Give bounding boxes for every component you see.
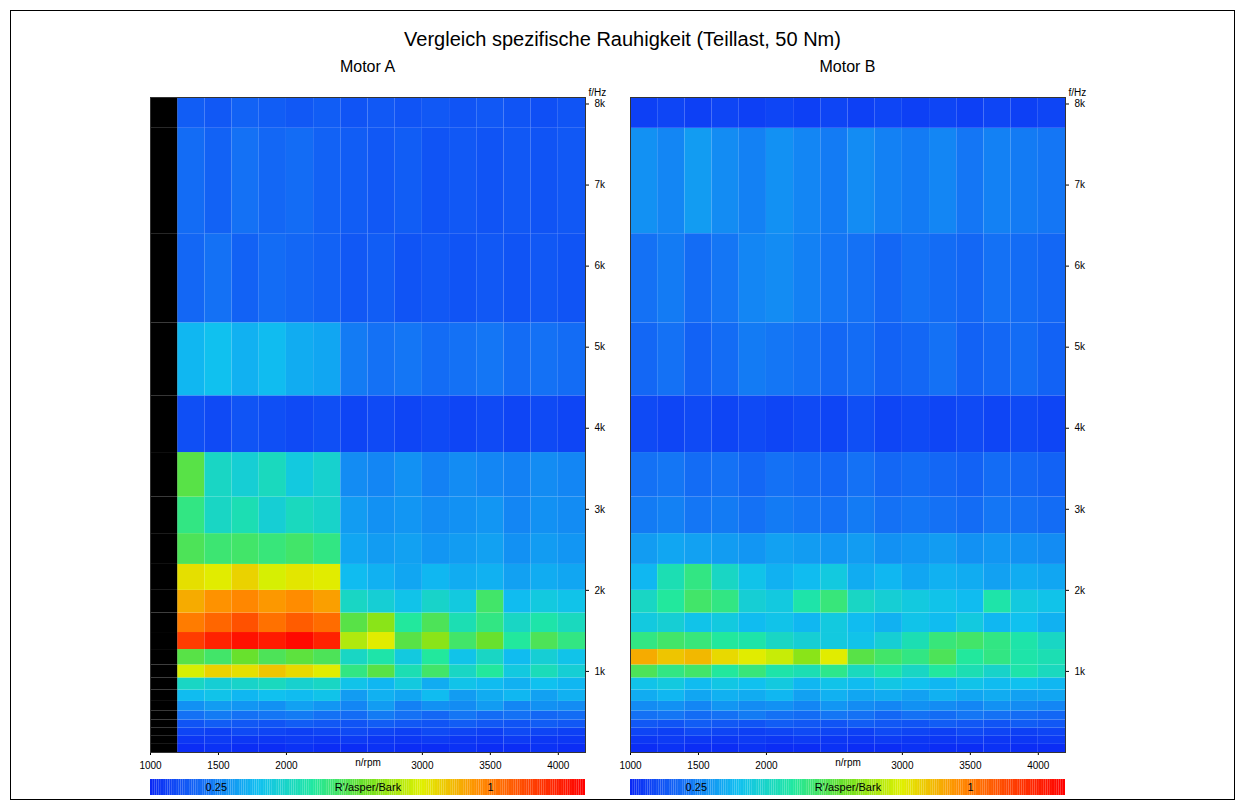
html-text:Vergleich spezifische Rauhigke: Vergleich spezifische Rauhigkeit (Teilla… [404,28,841,50]
svg-text:3000: 3000 [891,760,914,771]
svg-text:2000: 2000 [755,760,778,771]
svg-text:1500: 1500 [687,760,710,771]
svg-text:2000: 2000 [275,760,298,771]
svg-text:1000: 1000 [139,760,162,771]
svg-text:5k: 5k [595,341,607,352]
svg-text:0.25: 0.25 [206,781,227,793]
svg-text:2k: 2k [1075,585,1087,596]
svg-text:n/rpm: n/rpm [355,757,381,768]
svg-text:7k: 7k [1075,179,1087,190]
svg-text:4000: 4000 [1027,760,1050,771]
svg-text:3500: 3500 [959,760,982,771]
svg-text:2k: 2k [595,585,607,596]
svg-text:3500: 3500 [479,760,502,771]
html-text:Motor B: Motor B [819,58,876,75]
svg-text:0.25: 0.25 [686,781,707,793]
svg-text:1: 1 [967,781,973,793]
svg-text:n/rpm: n/rpm [835,757,861,768]
svg-text:1k: 1k [1075,666,1087,677]
svg-text:1: 1 [487,781,493,793]
svg-text:8k: 8k [595,98,607,109]
svg-text:3k: 3k [1075,504,1087,515]
svg-text:8k: 8k [1075,98,1087,109]
svg-text:1k: 1k [595,666,607,677]
svg-text:6k: 6k [595,260,607,271]
svg-text:7k: 7k [595,179,607,190]
svg-text:f/Hz: f/Hz [1069,87,1087,98]
svg-text:4k: 4k [595,422,607,433]
svg-text:4k: 4k [1075,422,1087,433]
html-text:Motor A: Motor A [339,58,396,75]
svg-text:1500: 1500 [207,760,230,771]
svg-text:3k: 3k [595,504,607,515]
svg-text:6k: 6k [1075,260,1087,271]
svg-text:f/Hz: f/Hz [589,87,607,98]
svg-text:3000: 3000 [411,760,434,771]
svg-text:5k: 5k [1075,341,1087,352]
svg-text:4000: 4000 [547,760,570,771]
svg-text:R'/asper/Bark: R'/asper/Bark [815,781,882,793]
svg-text:R'/asper/Bark: R'/asper/Bark [335,781,402,793]
svg-text:1000: 1000 [619,760,642,771]
